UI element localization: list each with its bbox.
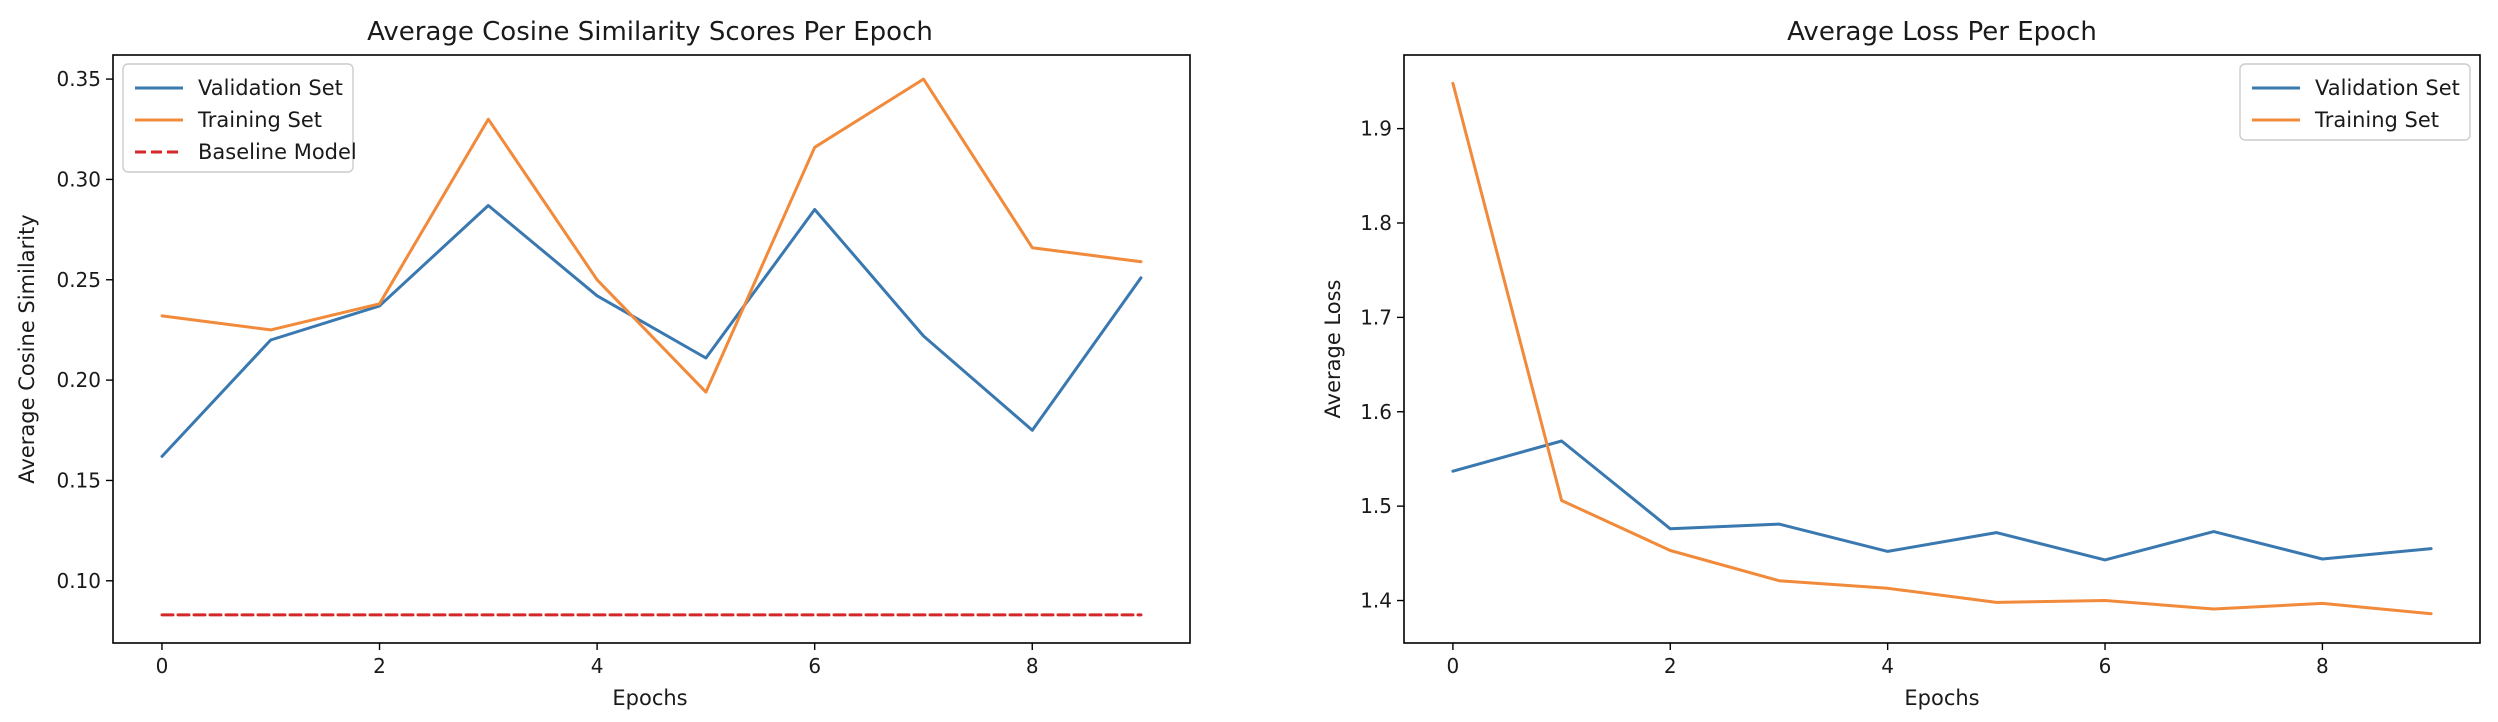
x-tick-label: 4 (1881, 654, 1894, 678)
plot-area-frame (1403, 54, 2481, 644)
x-tick-label: 2 (1664, 654, 1677, 678)
y-axis-label: Average Cosine Similarity (15, 214, 39, 483)
y-tick-label: 1.8 (1360, 211, 1392, 235)
x-tick-label: 6 (2099, 654, 2112, 678)
legend-entry-label: Validation Set (198, 76, 343, 100)
series-line-validation-set (1451, 439, 2433, 562)
legend-entry-label: Training Set (197, 108, 322, 132)
legend: Validation Set Training Set (2239, 63, 2471, 141)
legend-entry-label: Validation Set (2315, 76, 2460, 100)
y-tick-label: 1.5 (1360, 494, 1392, 518)
series-line-training-set (160, 77, 1143, 394)
x-tick-label: 2 (373, 654, 386, 678)
x-tick-label: 0 (1447, 654, 1460, 678)
y-tick-label: 1.9 (1360, 117, 1392, 141)
x-tick-label: 4 (591, 654, 604, 678)
x-tick-label: 0 (156, 654, 169, 678)
legend-entry-label: Baseline Model (198, 140, 357, 164)
y-tick-label: 1.4 (1360, 589, 1392, 613)
series-line-validation-set (160, 204, 1143, 458)
y-tick-label: 0.20 (56, 368, 101, 392)
y-tick-label: 0.15 (56, 468, 101, 492)
y-tick-label: 0.10 (56, 569, 101, 593)
chart-title: Average Loss Per Epoch (1787, 17, 2097, 47)
legend-entry-label: Training Set (2314, 108, 2439, 132)
y-axis-label: Average Loss (1321, 280, 1345, 419)
x-axis-label: Epochs (612, 686, 687, 710)
x-tick-label: 8 (1026, 654, 1039, 678)
x-axis-label: Epochs (1904, 686, 1979, 710)
y-tick-label: 1.6 (1360, 400, 1392, 424)
chart-title: Average Cosine Similarity Scores Per Epo… (367, 17, 933, 47)
y-tick-label: 0.30 (56, 167, 101, 191)
x-tick-label: 8 (2316, 654, 2329, 678)
legend-frame (122, 63, 354, 173)
cosine-similarity-chart: Average Cosine Similarity Scores Per Epo… (15, 17, 1191, 710)
y-tick-label: 1.7 (1360, 305, 1392, 329)
y-tick-label: 0.35 (56, 67, 101, 91)
legend: Validation Set Training Set Baseline Model (122, 63, 357, 173)
loss-chart: Average Loss Per Epoch Epochs Average Lo… (1321, 17, 2481, 710)
y-tick-label: 0.25 (56, 268, 101, 292)
x-tick-label: 6 (808, 654, 821, 678)
plot-area-frame (112, 54, 1191, 644)
series-line-training-set (1451, 81, 2433, 616)
